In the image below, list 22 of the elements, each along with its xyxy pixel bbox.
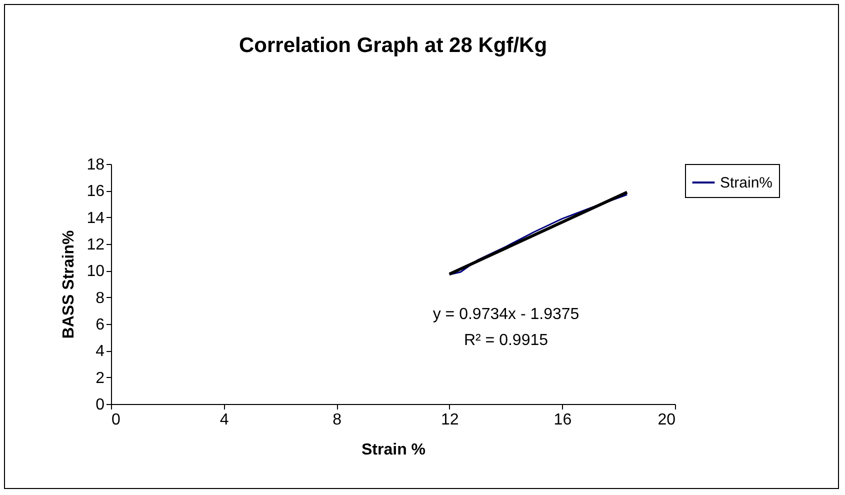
chart-title: Correlation Graph at 28 Kgf/Kg: [238, 34, 548, 57]
y-tick-label: 18: [86, 156, 105, 174]
y-axis-title: BASS Strain%: [60, 230, 78, 339]
y-tick-label: 8: [96, 290, 105, 307]
x-axis-title: Strain %: [361, 442, 426, 458]
y-tick-label: 0: [96, 396, 105, 414]
legend-label: Strain%: [720, 174, 773, 192]
y-tick-label: 10: [86, 263, 105, 280]
y-tick-label: 14: [86, 210, 105, 227]
x-tick-label: 20: [658, 412, 676, 428]
y-tick-label: 4: [96, 343, 105, 360]
y-tick-label: 2: [96, 370, 105, 387]
annotation: y = 0.9734x - 1.9375: [432, 306, 580, 323]
y-tick-label: 6: [96, 316, 105, 334]
x-tick-label: 0: [112, 412, 120, 428]
x-tick-label: 16: [554, 412, 572, 428]
x-tick-label: 4: [220, 412, 229, 428]
x-tick-label: 12: [441, 412, 459, 428]
y-tick-label: 16: [86, 183, 105, 200]
x-tick-label: 8: [332, 412, 342, 428]
y-tick-label: 12: [86, 236, 105, 254]
annotation: R² = 0.9915: [464, 332, 548, 349]
